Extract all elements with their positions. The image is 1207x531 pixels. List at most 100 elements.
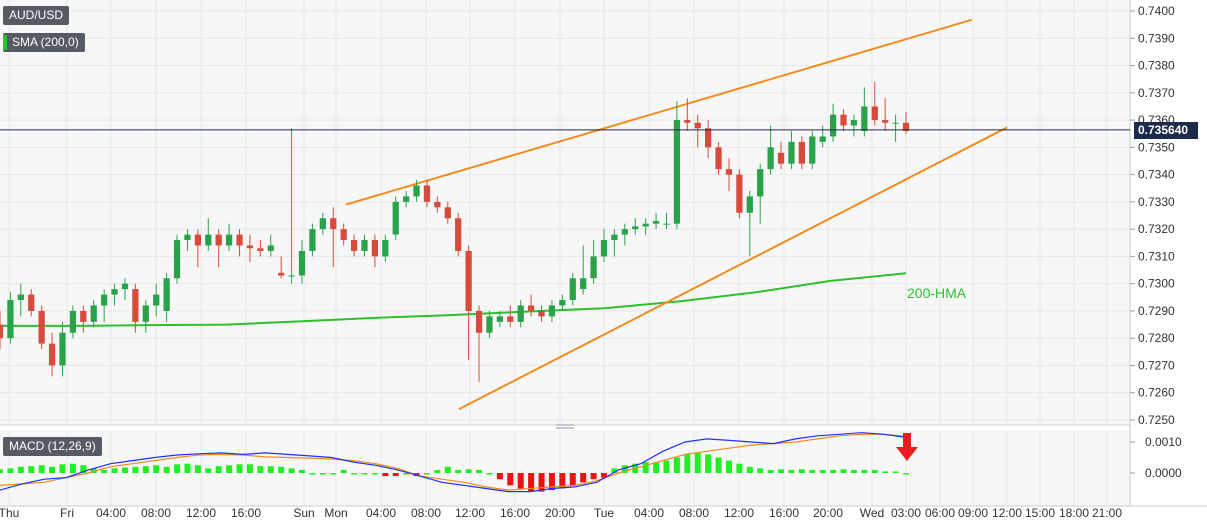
candle-body[interactable] xyxy=(340,229,347,241)
candle-body[interactable] xyxy=(725,169,733,175)
candle-body[interactable] xyxy=(80,310,87,322)
candle-body[interactable] xyxy=(246,245,254,249)
candle-body[interactable] xyxy=(642,223,649,227)
candle-body[interactable] xyxy=(538,310,545,317)
candle-body[interactable] xyxy=(184,234,191,241)
candle-body[interactable] xyxy=(892,122,899,124)
candle-body[interactable] xyxy=(69,310,77,333)
macd-histogram-bar xyxy=(236,464,243,473)
candle-body[interactable] xyxy=(361,240,368,251)
candle-body[interactable] xyxy=(278,272,285,276)
candle-body[interactable] xyxy=(142,305,149,322)
candle-body[interactable] xyxy=(507,316,514,322)
candle-body[interactable] xyxy=(455,218,462,251)
candle-body[interactable] xyxy=(101,294,108,306)
candle-body[interactable] xyxy=(413,185,420,197)
candle-body[interactable] xyxy=(736,174,743,213)
candle-body[interactable] xyxy=(902,122,910,131)
sma-indicator-label[interactable]: SMA (200,0) xyxy=(3,33,85,52)
symbol-label[interactable]: AUD/USD xyxy=(3,6,70,25)
candle-body[interactable] xyxy=(48,343,56,366)
candle-body[interactable] xyxy=(757,169,764,197)
candle-body[interactable] xyxy=(777,152,785,164)
candle-body[interactable] xyxy=(382,240,389,257)
candle-body[interactable] xyxy=(611,234,618,241)
candle-body[interactable] xyxy=(850,120,858,126)
candle-body[interactable] xyxy=(28,294,35,311)
candle-body[interactable] xyxy=(163,278,170,311)
candle-body[interactable] xyxy=(746,196,753,213)
candle-body[interactable] xyxy=(809,136,816,164)
candle-body[interactable] xyxy=(496,316,503,322)
price-tick-label: 0.7260 xyxy=(1138,386,1175,400)
candle-body[interactable] xyxy=(684,120,691,123)
candle-body[interactable] xyxy=(652,220,660,224)
candle-body[interactable] xyxy=(600,240,608,257)
candle-body[interactable] xyxy=(548,305,556,317)
candle-body[interactable] xyxy=(590,256,597,279)
macd-indicator-label[interactable]: MACD (12,26,9) xyxy=(3,437,102,456)
candle-body[interactable] xyxy=(673,120,681,224)
candle-body[interactable] xyxy=(225,234,233,246)
candle-body[interactable] xyxy=(840,114,847,126)
upper-trendline[interactable] xyxy=(345,18,973,206)
candle-body[interactable] xyxy=(798,141,805,164)
candle-body[interactable] xyxy=(205,234,212,246)
candle-body[interactable] xyxy=(527,305,535,311)
candle-body[interactable] xyxy=(153,294,160,306)
candle-body[interactable] xyxy=(111,289,118,295)
candle-body[interactable] xyxy=(392,201,399,235)
pane-resize-handle[interactable] xyxy=(556,424,574,429)
candle-body[interactable] xyxy=(309,229,316,251)
candle-body[interactable] xyxy=(288,275,295,277)
candle-body[interactable] xyxy=(59,332,66,366)
candle-body[interactable] xyxy=(90,305,97,322)
candle-body[interactable] xyxy=(580,278,587,290)
candle-body[interactable] xyxy=(350,240,358,251)
candle-body[interactable] xyxy=(829,114,837,137)
candle-body[interactable] xyxy=(194,234,201,246)
macd-histogram-bar xyxy=(330,473,337,475)
candle-body[interactable] xyxy=(475,310,483,333)
candle-body[interactable] xyxy=(132,289,139,322)
candle-body[interactable] xyxy=(173,240,181,279)
candle-body[interactable] xyxy=(267,245,274,251)
candle-body[interactable] xyxy=(403,196,410,202)
candle-body[interactable] xyxy=(871,106,878,121)
candle-body[interactable] xyxy=(444,207,451,219)
candle-body[interactable] xyxy=(486,316,493,333)
candle-body[interactable] xyxy=(38,310,45,344)
candle-body[interactable] xyxy=(371,240,379,257)
candle-body[interactable] xyxy=(632,226,639,230)
candle-body[interactable] xyxy=(17,294,24,301)
candle-body[interactable] xyxy=(861,106,868,131)
candle-body[interactable] xyxy=(569,278,576,301)
candle-body[interactable] xyxy=(621,229,628,235)
candle-body[interactable] xyxy=(319,218,326,230)
macd-histogram-bar xyxy=(184,463,191,473)
candle-body[interactable] xyxy=(663,223,670,225)
candle-body[interactable] xyxy=(330,218,337,230)
candle-body[interactable] xyxy=(705,128,712,148)
candle-body[interactable] xyxy=(715,147,722,170)
candle-body[interactable] xyxy=(694,122,701,129)
candle-body[interactable] xyxy=(819,136,826,142)
lower-trendline[interactable] xyxy=(458,126,1008,410)
macd-tick-label: 0.0000 xyxy=(1145,466,1182,480)
candle-body[interactable] xyxy=(7,300,14,339)
candle-body[interactable] xyxy=(121,283,129,290)
candle-body[interactable] xyxy=(298,250,306,276)
candle-body[interactable] xyxy=(767,147,774,170)
candle-body[interactable] xyxy=(882,120,889,123)
candle-body[interactable] xyxy=(559,300,566,306)
candle-body[interactable] xyxy=(434,201,441,208)
candle-body[interactable] xyxy=(0,324,4,339)
candle-body[interactable] xyxy=(215,234,222,246)
candle-body[interactable] xyxy=(517,305,524,322)
candle-body[interactable] xyxy=(236,234,243,246)
candle-body[interactable] xyxy=(465,250,472,311)
candle-body[interactable] xyxy=(257,248,264,251)
candle-body[interactable] xyxy=(423,185,431,202)
candle-body[interactable] xyxy=(788,141,795,164)
